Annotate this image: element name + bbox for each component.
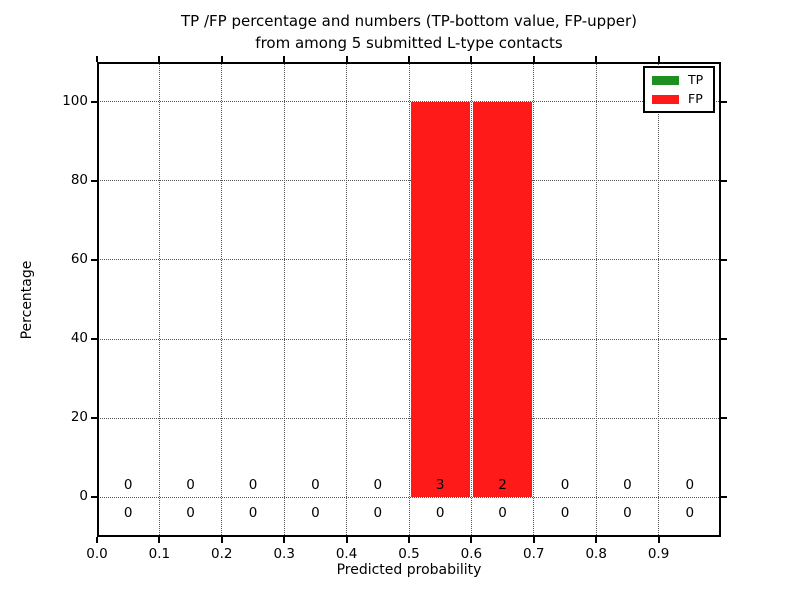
x-tick-label: 0.7 [523, 546, 545, 562]
x-tick-label: 0.3 [273, 546, 295, 562]
y-tick-label: 40 [70, 330, 88, 347]
y-tick-label: 100 [62, 92, 88, 109]
fp-count-label: 0 [685, 476, 695, 493]
x-tick-top [408, 56, 410, 62]
fp-bar [472, 101, 533, 498]
x-tick-bottom [532, 537, 535, 543]
x-tick-bottom [345, 537, 348, 543]
x-tick-label: 0.9 [647, 546, 670, 562]
chart-title-line2: from among 5 submitted L-type contacts [255, 34, 563, 52]
x-tick-top [470, 56, 473, 62]
x-tick-top [283, 56, 286, 62]
y-tick-left [91, 496, 97, 499]
x-tick-bottom [158, 537, 161, 543]
fp-count-label: 0 [560, 476, 570, 493]
x-tick-bottom [96, 537, 98, 543]
x-tick-bottom [657, 537, 660, 543]
fp-count-label: 0 [373, 476, 383, 493]
y-tick-right [721, 338, 727, 341]
y-tick-label: 0 [79, 488, 88, 505]
y-tick-right [721, 100, 727, 103]
tp-count-label: 0 [248, 505, 258, 522]
y-tick-left [91, 179, 97, 182]
y-axis-label: Percentage [19, 260, 35, 340]
tp-count-label: 0 [560, 505, 570, 522]
x-tick-label: 0.4 [335, 546, 358, 562]
tp-count-label: 0 [435, 505, 445, 522]
legend-label: FP [688, 91, 703, 106]
chart-title-line1: TP /FP percentage and numbers (TP-bottom… [181, 12, 637, 30]
fp-count-label: 0 [186, 476, 195, 493]
fp-bar [410, 101, 470, 498]
x-tick-label: 0.8 [585, 546, 607, 562]
x-tick-bottom [470, 537, 473, 543]
y-tick-right [721, 258, 727, 261]
vertical-gridline [158, 62, 160, 537]
legend-entry-fp: FP [652, 92, 706, 106]
vertical-gridline [595, 62, 597, 537]
vertical-gridline [408, 62, 410, 537]
x-tick-label: 0.2 [211, 546, 233, 562]
chart-title: TP /FP percentage and numbers (TP-bottom… [97, 10, 721, 54]
vertical-gridline [221, 62, 223, 537]
y-tick-left [91, 100, 97, 103]
y-tick-right [721, 417, 727, 420]
x-tick-bottom [220, 537, 223, 543]
fp-count-label: 0 [311, 476, 320, 493]
fp-count-label: 0 [623, 476, 632, 493]
x-tick-top [220, 56, 223, 62]
x-tick-label: 0.0 [86, 546, 108, 562]
legend-entry-tp: TP [652, 73, 706, 87]
vertical-gridline [470, 62, 472, 537]
x-tick-top [158, 56, 161, 62]
legend-label: TP [688, 72, 704, 87]
tp-count-label: 0 [498, 505, 507, 522]
vertical-gridline [346, 62, 348, 537]
x-tick-top [345, 56, 348, 62]
x-tick-top [532, 56, 535, 62]
fp-count-label: 3 [435, 476, 445, 493]
x-tick-bottom [408, 537, 410, 543]
y-tick-left [91, 338, 97, 341]
y-tick-label: 60 [70, 250, 88, 267]
x-tick-label: 0.6 [460, 546, 483, 562]
vertical-gridline [283, 62, 285, 537]
y-tick-label: 20 [70, 409, 88, 426]
x-tick-label: 0.5 [398, 546, 420, 562]
tp-count-label: 0 [623, 505, 632, 522]
fp-count-label: 0 [248, 476, 258, 493]
x-axis-label: Predicted probability [336, 562, 482, 578]
y-tick-left [91, 417, 97, 420]
x-tick-label: 0.1 [148, 546, 171, 562]
fp-count-label: 2 [498, 476, 507, 493]
x-tick-bottom [283, 537, 286, 543]
tp-count-label: 0 [186, 505, 195, 522]
x-tick-top [96, 56, 98, 62]
x-tick-bottom [595, 537, 598, 543]
x-tick-top [657, 56, 660, 62]
vertical-gridline [533, 62, 535, 537]
vertical-gridline [658, 62, 660, 537]
tp-count-label: 0 [123, 505, 133, 522]
y-tick-right [721, 179, 727, 182]
y-tick-label: 80 [70, 171, 88, 188]
tp-count-label: 0 [311, 505, 320, 522]
tp-legend-swatch [652, 75, 679, 85]
y-tick-right [721, 496, 727, 499]
fp-legend-swatch [652, 94, 679, 104]
y-tick-left [91, 258, 97, 261]
x-tick-top [595, 56, 598, 62]
legend: TP FP [643, 66, 715, 113]
fp-count-label: 0 [123, 476, 133, 493]
tp-count-label: 0 [373, 505, 383, 522]
tp-count-label: 0 [685, 505, 695, 522]
